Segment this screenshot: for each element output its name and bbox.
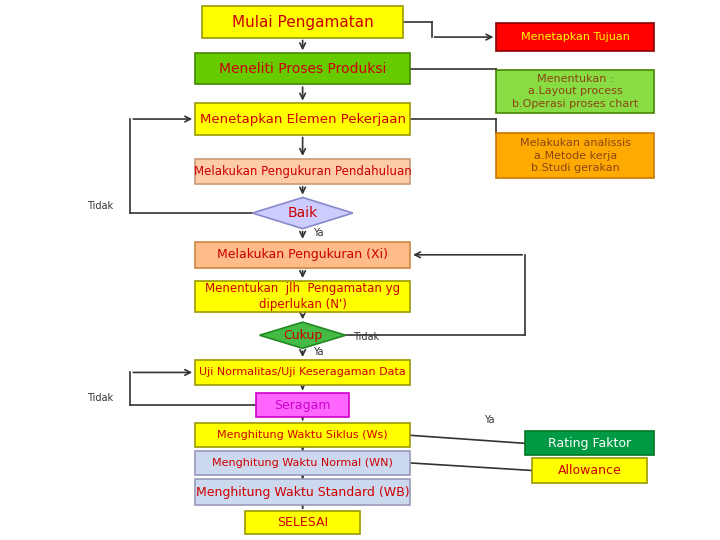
FancyBboxPatch shape: [202, 6, 403, 38]
Text: SELESAI: SELESAI: [277, 516, 328, 529]
FancyBboxPatch shape: [195, 479, 410, 505]
FancyBboxPatch shape: [195, 242, 410, 268]
Text: Cukup: Cukup: [283, 329, 323, 342]
FancyBboxPatch shape: [246, 511, 360, 534]
Text: Menetapkan Tujuan: Menetapkan Tujuan: [521, 32, 629, 42]
Text: Melakukan Pengukuran (Xi): Melakukan Pengukuran (Xi): [217, 248, 388, 261]
Text: Uji Normalitas/Uji Keseragaman Data: Uji Normalitas/Uji Keseragaman Data: [199, 367, 406, 377]
Text: Ya: Ya: [484, 415, 494, 425]
Text: Menghitung Waktu Standard (WB): Menghitung Waktu Standard (WB): [196, 485, 410, 498]
Text: Menentukan  jlh  Pengamatan yg
diperlukan (N'): Menentukan jlh Pengamatan yg diperlukan …: [205, 282, 400, 311]
FancyBboxPatch shape: [195, 159, 410, 184]
Text: Rating Faktor: Rating Faktor: [548, 437, 631, 450]
Text: Melakukan analissis
a.Metode kerja
b.Studi gerakan: Melakukan analissis a.Metode kerja b.Stu…: [520, 138, 631, 173]
Polygon shape: [253, 198, 353, 228]
Text: Menentukan :
a.Layout process
b.Operasi proses chart: Menentukan : a.Layout process b.Operasi …: [512, 74, 639, 109]
FancyBboxPatch shape: [256, 393, 349, 417]
Text: Tidak: Tidak: [353, 332, 379, 342]
Text: Tidak: Tidak: [87, 393, 114, 403]
FancyBboxPatch shape: [195, 451, 410, 475]
FancyBboxPatch shape: [532, 458, 647, 483]
FancyBboxPatch shape: [195, 423, 410, 447]
Text: Allowance: Allowance: [557, 464, 621, 477]
Text: Meneliti Proses Produksi: Meneliti Proses Produksi: [219, 62, 387, 76]
Text: Seragam: Seragam: [274, 399, 331, 411]
Text: Menghitung Waktu Normal (WN): Menghitung Waktu Normal (WN): [212, 458, 393, 468]
FancyBboxPatch shape: [496, 23, 654, 51]
FancyBboxPatch shape: [195, 281, 410, 312]
Text: Menghitung Waktu Siklus (Ws): Menghitung Waktu Siklus (Ws): [217, 430, 388, 440]
Text: Menetapkan Elemen Pekerjaan: Menetapkan Elemen Pekerjaan: [199, 112, 405, 125]
Text: Ya: Ya: [313, 347, 324, 357]
Polygon shape: [260, 322, 346, 348]
FancyBboxPatch shape: [496, 133, 654, 178]
Text: Melakukan Pengukuran Pendahuluan: Melakukan Pengukuran Pendahuluan: [194, 165, 412, 178]
FancyBboxPatch shape: [195, 360, 410, 385]
Text: Mulai Pengamatan: Mulai Pengamatan: [232, 15, 374, 30]
FancyBboxPatch shape: [525, 431, 654, 455]
Text: Ya: Ya: [313, 228, 324, 238]
Text: Baik: Baik: [287, 206, 318, 220]
FancyBboxPatch shape: [195, 104, 410, 134]
FancyBboxPatch shape: [496, 70, 654, 113]
FancyBboxPatch shape: [195, 53, 410, 84]
Text: Tidak: Tidak: [87, 201, 114, 211]
